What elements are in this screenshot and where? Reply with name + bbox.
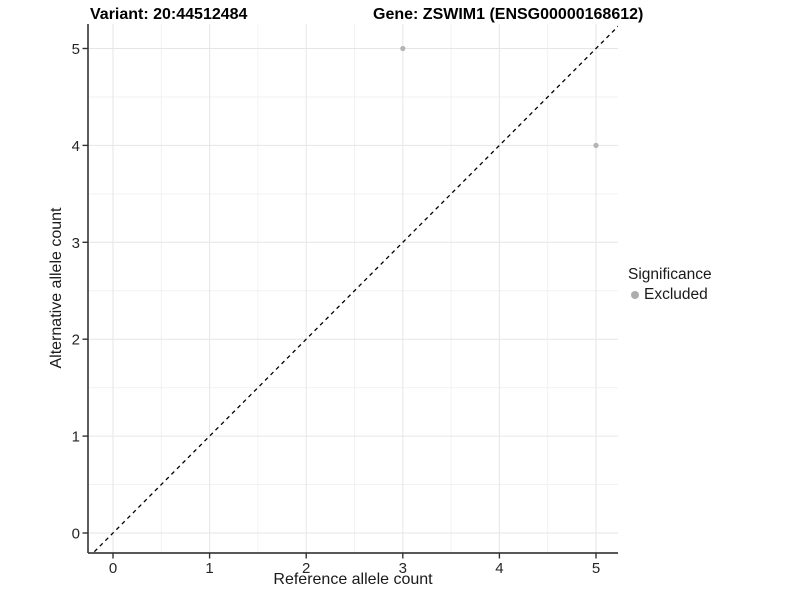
x-tick-label: 1 (205, 560, 213, 577)
legend: Significance Excluded (628, 266, 712, 304)
y-tick-label: 4 (72, 138, 80, 155)
legend-item-label: Excluded (644, 286, 708, 303)
x-tick-label: 5 (592, 560, 600, 577)
plot-title-gene: Gene: ZSWIM1 (ENSG00000168612) (373, 6, 644, 23)
y-tick-label: 0 (72, 526, 80, 543)
plot-title-variant: Variant: 20:44512484 (90, 6, 248, 23)
y-tick-label: 1 (72, 429, 80, 446)
legend-title: Significance (628, 266, 712, 283)
x-tick-label: 0 (109, 560, 117, 577)
y-tick-label: 3 (72, 235, 80, 252)
y-tick-label: 2 (72, 332, 80, 349)
data-point (593, 142, 599, 148)
y-tick-label: 5 (72, 41, 80, 58)
legend-item-excluded: Excluded (628, 286, 712, 304)
y-axis-title: Alternative allele count (48, 207, 65, 369)
x-axis-title: Reference allele count (273, 571, 433, 588)
identity-dashed-line (92, 25, 618, 553)
data-point (400, 45, 406, 52)
x-tick-label: 3 (399, 560, 407, 577)
legend-key-dot-icon (631, 291, 639, 299)
x-tick-label: 4 (495, 560, 503, 577)
x-tick-label: 2 (302, 560, 310, 577)
